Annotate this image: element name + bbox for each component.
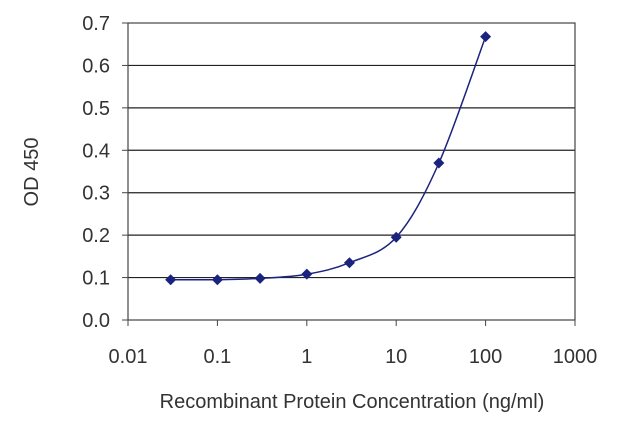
y-tick-label: 0.7: [82, 13, 110, 35]
data-point: [301, 268, 313, 280]
x-tick-label: 0.1: [203, 346, 231, 368]
data-point: [211, 274, 223, 286]
y-tick-label: 0.6: [82, 55, 110, 77]
grid-lines: [128, 64, 575, 279]
x-tick-label: 1000: [553, 346, 598, 368]
data-point: [433, 157, 445, 169]
data-markers: [165, 31, 492, 286]
x-axis-label: Recombinant Protein Concentration (ng/ml…: [160, 391, 545, 413]
data-point: [480, 31, 492, 43]
y-tick-label: 0.1: [82, 268, 110, 290]
x-axis-ticks: 0.01 0.1 1 10 100 1000: [109, 320, 598, 368]
y-tick-label: 0.4: [82, 140, 110, 162]
x-tick-label: 1: [301, 346, 312, 368]
x-tick-label: 100: [469, 346, 502, 368]
data-point: [254, 272, 266, 284]
y-tick-label: 0.5: [82, 98, 110, 120]
y-tick-label: 0.2: [82, 225, 110, 247]
y-tick-label: 0.3: [82, 183, 110, 205]
x-tick-label: 10: [385, 346, 407, 368]
y-axis-label: OD 450: [21, 138, 43, 207]
data-point: [390, 231, 402, 243]
y-tick-label: 0.0: [82, 310, 110, 332]
data-point: [165, 274, 177, 286]
y-axis-ticks: 0.0 0.1 0.2 0.3 0.4 0.5 0.6 0.7: [82, 13, 128, 332]
data-point: [343, 257, 355, 269]
x-tick-label: 0.01: [109, 346, 148, 368]
plot-area: [127, 22, 576, 321]
